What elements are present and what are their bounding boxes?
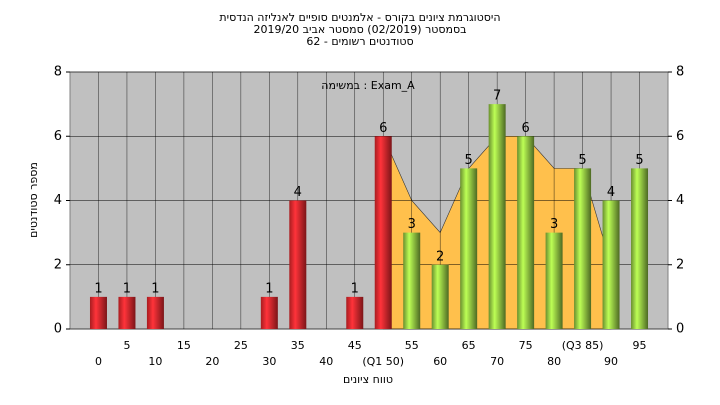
x-tick-label: 35 <box>291 339 305 352</box>
x-tick-label: 80 <box>547 355 561 368</box>
y2-tick-label: 6 <box>676 129 684 144</box>
x-tick-label: 70 <box>490 355 504 368</box>
x-tick-label: 45 <box>348 339 362 352</box>
value-label: 1 <box>151 281 159 296</box>
y-tick-label: 0 <box>54 322 62 337</box>
chart-subtitle: בסמסטר (02/2019) סמסטר אביב 2019/20 <box>253 23 466 36</box>
value-label: 4 <box>607 185 615 200</box>
x-tick-label: 20 <box>205 355 219 368</box>
value-label: 5 <box>635 153 643 168</box>
bar <box>89 296 107 329</box>
chart-title: היסטוגרמת ציונים בקורס - אלמנטים סופיים … <box>219 11 500 24</box>
x-tick-label: 65 <box>462 339 476 352</box>
value-label: 3 <box>550 217 558 232</box>
x-tick-label: 15 <box>177 339 191 352</box>
x-tick-label: 75 <box>519 339 533 352</box>
x-tick-label: 95 <box>633 339 647 352</box>
value-label: 3 <box>408 217 416 232</box>
y2-tick-label: 2 <box>676 257 684 272</box>
bar <box>574 168 592 329</box>
x-axis-title: טווח ציונים <box>343 373 393 386</box>
value-label: 4 <box>294 185 302 200</box>
y-tick-label: 6 <box>54 129 62 144</box>
y-tick-label: 2 <box>54 257 62 272</box>
bar <box>631 168 649 329</box>
bar <box>460 168 478 329</box>
value-label: 1 <box>94 281 102 296</box>
x-tick-label: 25 <box>234 339 248 352</box>
bar <box>602 200 620 329</box>
value-label: 2 <box>436 249 444 264</box>
bar <box>403 232 421 329</box>
x-tick-label: 60 <box>433 355 447 368</box>
y-tick-label: 4 <box>54 193 62 208</box>
x-tick-label: (Q1 50) <box>362 355 404 368</box>
bar <box>545 232 563 329</box>
bar <box>118 296 136 329</box>
bar <box>431 264 449 329</box>
value-label: 5 <box>578 153 586 168</box>
y2-tick-label: 8 <box>676 65 684 80</box>
chart-subtitle: סטודנטים רשומים - 62 <box>306 35 413 48</box>
y2-tick-label: 4 <box>676 193 684 208</box>
value-label: 1 <box>123 281 131 296</box>
value-label: 1 <box>351 281 359 296</box>
y-axis-title: מספר סטודנטים <box>27 162 40 238</box>
value-label: 6 <box>379 121 387 136</box>
x-tick-label: (Q3 85) <box>562 339 604 352</box>
value-label: 7 <box>493 89 501 104</box>
x-tick-label: 0 <box>95 355 102 368</box>
bar <box>517 136 535 329</box>
value-label: 6 <box>521 121 529 136</box>
bar <box>260 296 278 329</box>
x-tick-label: 90 <box>604 355 618 368</box>
x-tick-label: 30 <box>262 355 276 368</box>
x-tick-label: 40 <box>319 355 333 368</box>
y2-tick-label: 0 <box>676 322 684 337</box>
value-label: 1 <box>265 281 273 296</box>
bar <box>374 136 392 329</box>
bar <box>289 200 307 329</box>
bar <box>146 296 164 329</box>
annotation: במשימה : Exam_A <box>321 79 415 92</box>
bar <box>346 296 364 329</box>
x-tick-label: 10 <box>148 355 162 368</box>
value-label: 5 <box>465 153 473 168</box>
y-tick-label: 8 <box>54 65 62 80</box>
x-tick-label: 55 <box>405 339 419 352</box>
x-tick-label: 5 <box>123 339 130 352</box>
bar <box>488 104 506 329</box>
